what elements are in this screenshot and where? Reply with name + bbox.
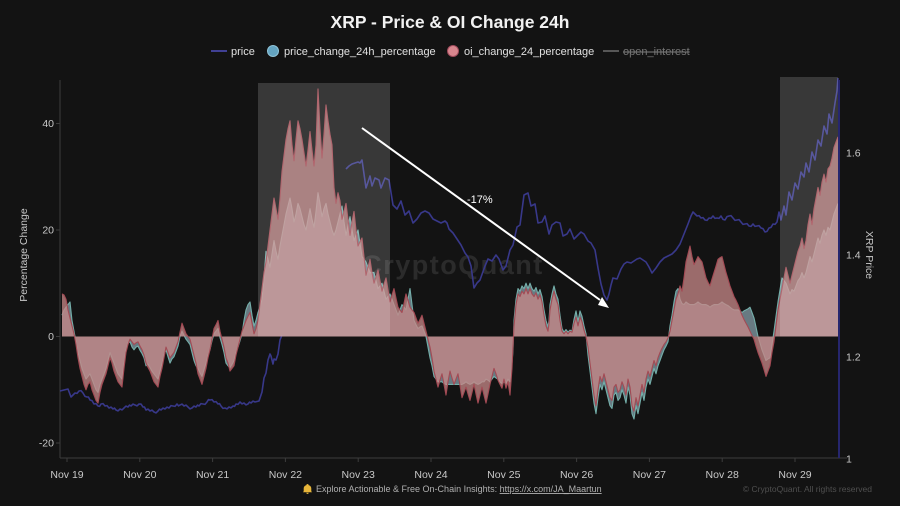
svg-text:Nov 27: Nov 27 (633, 469, 666, 481)
svg-text:Nov 21: Nov 21 (196, 469, 229, 481)
svg-text:Nov 19: Nov 19 (50, 469, 83, 481)
svg-text:1: 1 (846, 454, 852, 466)
svg-text:0: 0 (48, 331, 54, 343)
svg-text:-17%: -17% (467, 194, 493, 206)
svg-text:price_change_24h_percentage: price_change_24h_percentage (284, 46, 436, 58)
svg-text:XRP Price: XRP Price (863, 231, 875, 279)
svg-text:Explore Actionable & Free On-C: Explore Actionable & Free On-Chain Insig… (316, 484, 602, 494)
svg-text:1.4: 1.4 (846, 250, 861, 262)
svg-text:oi_change_24_percentage: oi_change_24_percentage (464, 46, 594, 58)
svg-text:-20: -20 (39, 438, 54, 450)
svg-text:1.6: 1.6 (846, 148, 861, 160)
svg-text:Percentage Change: Percentage Change (18, 208, 30, 302)
svg-text:Nov 26: Nov 26 (560, 469, 593, 481)
svg-text:Nov 22: Nov 22 (269, 469, 302, 481)
svg-text:© CryptoQuant. All rights rese: © CryptoQuant. All rights reserved (743, 484, 872, 494)
svg-text:Nov 24: Nov 24 (414, 469, 447, 481)
svg-text:Nov 20: Nov 20 (123, 469, 156, 481)
svg-text:1.2: 1.2 (846, 352, 861, 364)
svg-text:open_interest: open_interest (623, 46, 690, 58)
svg-text:Nov 29: Nov 29 (778, 469, 811, 481)
svg-text:CryptoQuant: CryptoQuant (362, 250, 544, 280)
svg-text:Nov 23: Nov 23 (342, 469, 375, 481)
svg-text:20: 20 (42, 225, 54, 237)
svg-text:price: price (231, 46, 255, 58)
svg-text:40: 40 (42, 118, 54, 130)
svg-text:Nov 25: Nov 25 (487, 469, 520, 481)
svg-text:XRP - Price & OI Change 24h: XRP - Price & OI Change 24h (331, 12, 570, 32)
svg-text:Nov 28: Nov 28 (706, 469, 739, 481)
